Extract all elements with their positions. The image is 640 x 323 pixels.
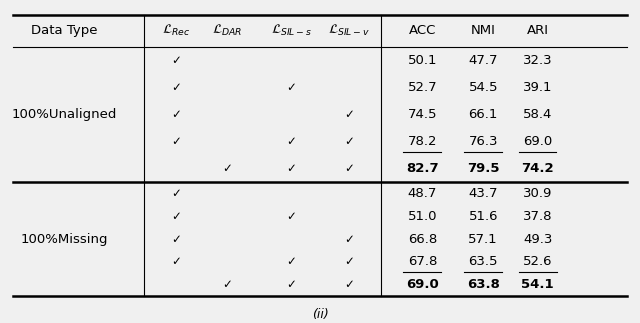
Text: 52.7: 52.7 xyxy=(408,81,437,94)
Text: 32.3: 32.3 xyxy=(523,54,552,67)
Text: ACC: ACC xyxy=(409,24,436,37)
Text: 54.1: 54.1 xyxy=(522,278,554,291)
Text: ✓: ✓ xyxy=(344,135,354,148)
Text: $\mathcal{L}_{SIL-v}$: $\mathcal{L}_{SIL-v}$ xyxy=(328,23,370,38)
Text: 37.8: 37.8 xyxy=(523,210,552,223)
Text: ✓: ✓ xyxy=(344,233,354,245)
Text: 63.5: 63.5 xyxy=(468,255,498,268)
Text: 69.0: 69.0 xyxy=(523,135,552,148)
Text: 43.7: 43.7 xyxy=(468,187,498,200)
Text: $\mathcal{L}_{DAR}$: $\mathcal{L}_{DAR}$ xyxy=(212,23,243,38)
Text: ✓: ✓ xyxy=(171,54,181,67)
Text: 52.6: 52.6 xyxy=(523,255,552,268)
Text: NMI: NMI xyxy=(471,24,495,37)
Text: ARI: ARI xyxy=(527,24,548,37)
Text: ✓: ✓ xyxy=(286,255,296,268)
Text: ✓: ✓ xyxy=(286,81,296,94)
Text: 100%Unaligned: 100%Unaligned xyxy=(12,108,116,121)
Text: Data Type: Data Type xyxy=(31,24,97,37)
Text: ✓: ✓ xyxy=(344,255,354,268)
Text: 74.5: 74.5 xyxy=(408,108,437,121)
Text: ✓: ✓ xyxy=(222,278,232,291)
Text: ✓: ✓ xyxy=(286,210,296,223)
Text: ✓: ✓ xyxy=(171,81,181,94)
Text: (ii): (ii) xyxy=(312,308,328,321)
Text: 54.5: 54.5 xyxy=(468,81,498,94)
Text: 66.8: 66.8 xyxy=(408,233,437,245)
Text: 50.1: 50.1 xyxy=(408,54,437,67)
Text: 69.0: 69.0 xyxy=(406,278,439,291)
Text: ✓: ✓ xyxy=(171,187,181,200)
Text: ✓: ✓ xyxy=(171,135,181,148)
Text: 67.8: 67.8 xyxy=(408,255,437,268)
Text: 78.2: 78.2 xyxy=(408,135,437,148)
Text: 76.3: 76.3 xyxy=(468,135,498,148)
Text: 57.1: 57.1 xyxy=(468,233,498,245)
Text: ✓: ✓ xyxy=(222,162,232,175)
Text: ✓: ✓ xyxy=(286,135,296,148)
Text: ✓: ✓ xyxy=(344,278,354,291)
Text: ✓: ✓ xyxy=(344,162,354,175)
Text: 30.9: 30.9 xyxy=(523,187,552,200)
Text: ✓: ✓ xyxy=(171,210,181,223)
Text: 79.5: 79.5 xyxy=(467,162,499,175)
Text: $\mathcal{L}_{SIL-s}$: $\mathcal{L}_{SIL-s}$ xyxy=(271,23,312,38)
Text: 47.7: 47.7 xyxy=(468,54,498,67)
Text: ✓: ✓ xyxy=(171,233,181,245)
Text: 63.8: 63.8 xyxy=(467,278,500,291)
Text: ✓: ✓ xyxy=(344,108,354,121)
Text: 82.7: 82.7 xyxy=(406,162,438,175)
Text: 51.0: 51.0 xyxy=(408,210,437,223)
Text: 66.1: 66.1 xyxy=(468,108,498,121)
Text: 49.3: 49.3 xyxy=(523,233,552,245)
Text: 58.4: 58.4 xyxy=(523,108,552,121)
Text: ✓: ✓ xyxy=(171,255,181,268)
Text: 74.2: 74.2 xyxy=(522,162,554,175)
Text: ✓: ✓ xyxy=(286,162,296,175)
Text: $\mathcal{L}_{Rec}$: $\mathcal{L}_{Rec}$ xyxy=(162,23,190,38)
Text: ✓: ✓ xyxy=(171,108,181,121)
Text: 100%Missing: 100%Missing xyxy=(20,233,108,245)
Text: 39.1: 39.1 xyxy=(523,81,552,94)
Text: ✓: ✓ xyxy=(286,278,296,291)
Text: 48.7: 48.7 xyxy=(408,187,437,200)
Text: 51.6: 51.6 xyxy=(468,210,498,223)
